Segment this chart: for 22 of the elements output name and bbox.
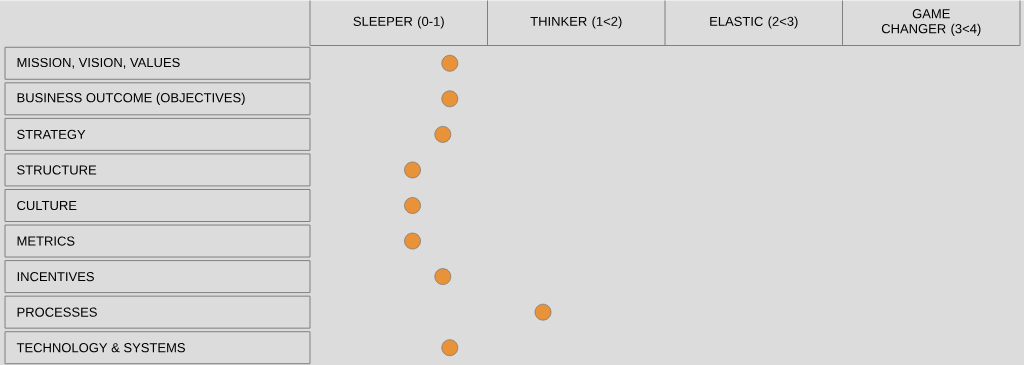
y-tick-label: STRATEGY — [17, 129, 86, 139]
point — [404, 232, 421, 250]
y-tick-label: STRUCTURE — [17, 165, 97, 175]
point — [441, 54, 459, 72]
y-tick-label: METRICS — [17, 236, 75, 246]
point — [434, 125, 452, 143]
point — [404, 161, 421, 179]
text: ELASTIC (2<3) — [710, 16, 798, 29]
point — [441, 90, 459, 107]
text: THINKER (1<2) — [530, 16, 622, 29]
y-tick-label: BUSINESS OUTCOME (OBJECTIVES) — [17, 92, 245, 105]
text: GAME CHANGER (3<4) — [881, 8, 981, 36]
point — [434, 268, 452, 285]
text: SLEEPER (0-1) — [353, 16, 444, 29]
y-tick-label: CULTURE — [17, 200, 77, 210]
point — [404, 196, 421, 214]
y-tick-label: PROCESSES — [17, 307, 97, 317]
point — [441, 339, 459, 356]
y-tick-label: MISSION, VISION, VALUES — [17, 57, 180, 69]
y-tick-label: INCENTIVES — [17, 271, 94, 281]
y-tick-label: TECHNOLOGY & SYSTEMS — [16, 342, 185, 353]
point — [534, 303, 552, 321]
